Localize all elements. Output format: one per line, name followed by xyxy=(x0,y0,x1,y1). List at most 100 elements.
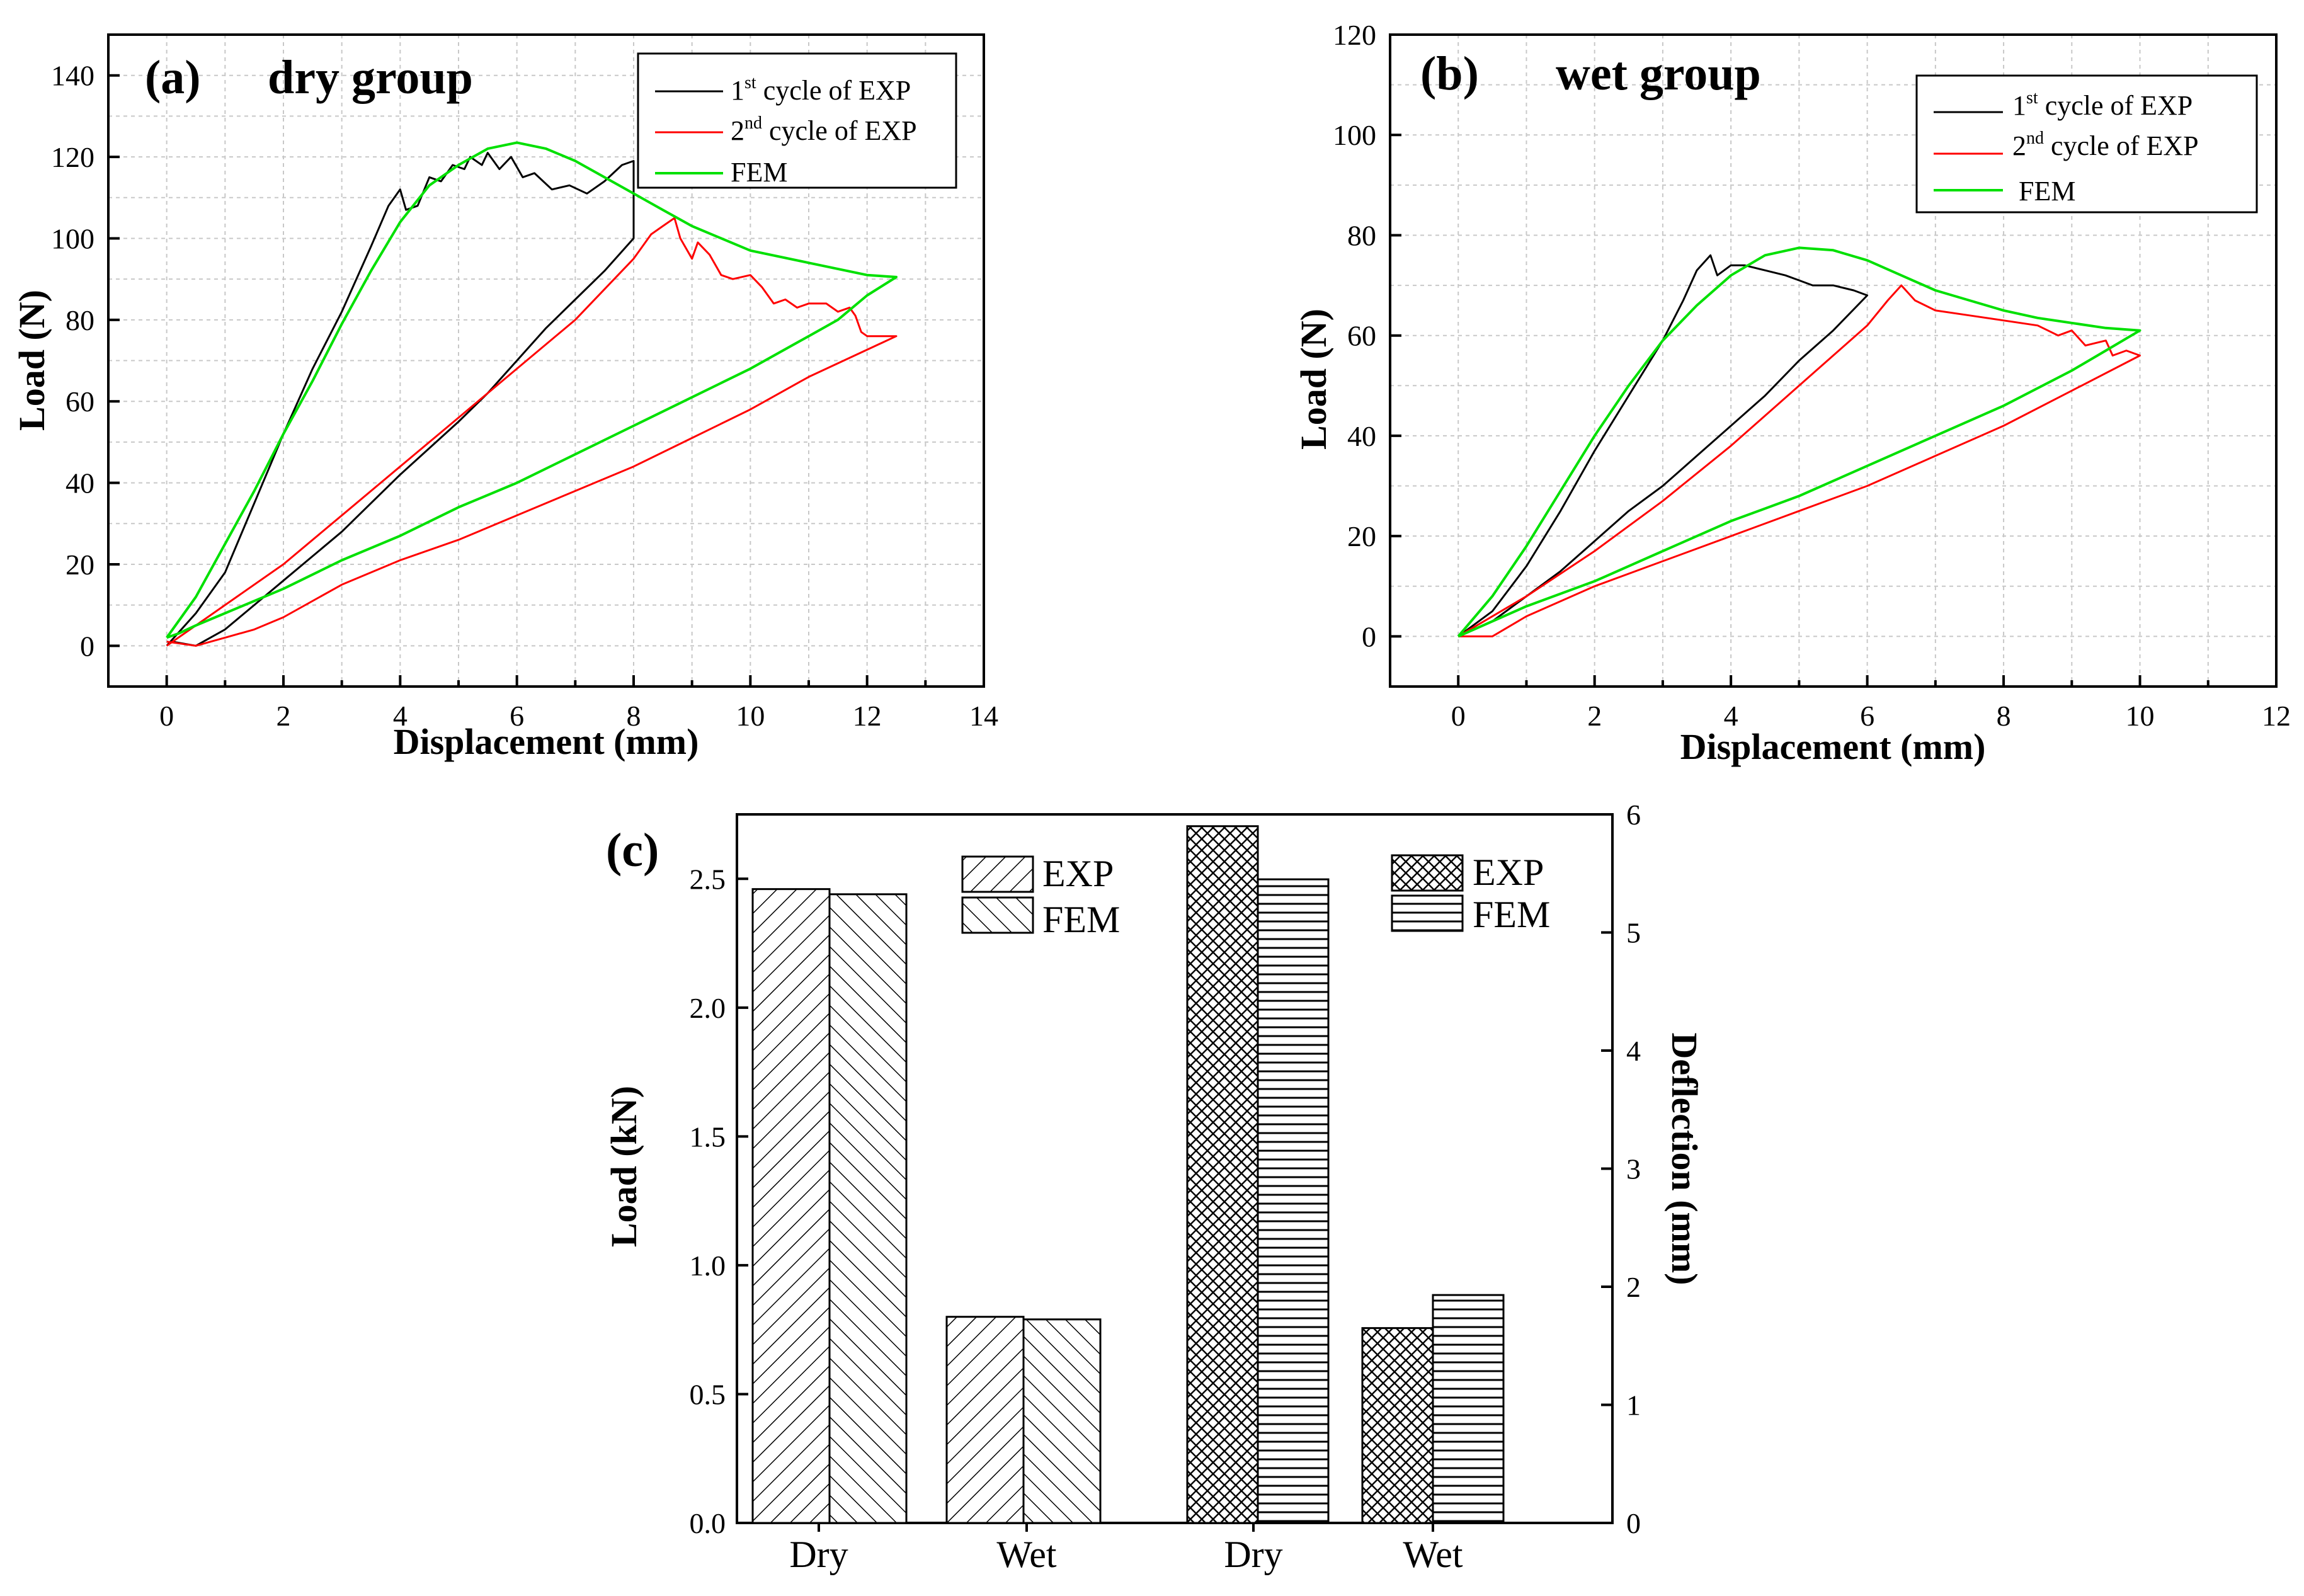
panel-c-bars xyxy=(751,825,1505,1524)
panel-c-legend-left: EXP FEM xyxy=(961,853,1120,940)
panel-b-legend-label-2: 2nd cycle of EXP xyxy=(2012,128,2199,161)
left-y-tick-label: 1.0 xyxy=(690,1250,726,1282)
x-tick-label: 8 xyxy=(1997,700,2011,732)
panel-b-xtick-labels: 0 2 4 6 8 10 12 xyxy=(1451,700,2291,732)
panel-a-plot-frame xyxy=(107,33,985,688)
panel-b-ticks xyxy=(1389,33,2278,687)
panel-a-legend-box xyxy=(637,52,957,189)
panel-c-legend-right-swatch-fem xyxy=(1391,894,1464,932)
panel-b-legend-label-3: FEM xyxy=(2019,176,2075,207)
y-tick-label: 100 xyxy=(51,222,94,254)
panel-c-ticks xyxy=(737,813,1612,1532)
panel-a-ylabel: Load (N) xyxy=(11,290,52,431)
right-y-tick-label: 6 xyxy=(1626,799,1641,831)
x-tick-label: 4 xyxy=(1724,700,1738,732)
bar-dry-exp xyxy=(1186,825,1259,1524)
y-tick-label: 80 xyxy=(1347,219,1376,251)
y-tick-label: 0 xyxy=(1362,620,1376,653)
category-label: Dry xyxy=(1224,1534,1282,1575)
panel-c-right-ylabel: Deflection (mm) xyxy=(1664,1033,1705,1285)
x-tick-label: 4 xyxy=(393,700,408,732)
panel-a: 0 2 4 6 8 10 12 14 0 20 40 60 80 100 120 140 (a) dry g… xyxy=(11,33,998,762)
panel-a-lines xyxy=(166,141,898,647)
panel-b-xlabel: Displacement (mm) xyxy=(1680,726,1986,767)
right-y-tick-label: 1 xyxy=(1626,1389,1641,1422)
x-tick-label: 12 xyxy=(853,700,882,732)
panel-a-legend-label-2: 2nd cycle of EXP xyxy=(731,113,917,146)
panel-c-legend-right-exp: EXP xyxy=(1473,852,1544,893)
panel-a-ticks xyxy=(107,74,985,687)
x-tick-label: 6 xyxy=(1860,700,1874,732)
y-tick-label: 0 xyxy=(80,630,94,662)
y-tick-label: 120 xyxy=(1333,19,1376,51)
x-tick-label: 0 xyxy=(1451,700,1466,732)
right-y-tick-label: 2 xyxy=(1626,1271,1641,1303)
panel-a-legend: 1st cycle of EXP 2nd cycle of EXP FEM xyxy=(637,52,957,189)
series-line-1 xyxy=(1457,254,1869,637)
x-tick-label: 10 xyxy=(2126,700,2155,732)
left-y-tick-label: 0.0 xyxy=(690,1507,726,1539)
panel-c-legend-right-fem: FEM xyxy=(1473,894,1550,935)
right-y-tick-label: 3 xyxy=(1626,1153,1641,1185)
right-y-tick-label: 0 xyxy=(1626,1507,1641,1539)
y-tick-label: 60 xyxy=(1347,320,1376,352)
panel-c-left-ytick-labels: 0.0 0.5 1.0 1.5 2.0 2.5 xyxy=(690,863,726,1539)
x-tick-label: 0 xyxy=(159,700,174,732)
series-line-2 xyxy=(1457,284,2141,637)
bar-wet-exp xyxy=(1361,1327,1434,1524)
x-tick-label: 14 xyxy=(969,700,998,732)
series-line-2 xyxy=(166,217,898,647)
y-tick-label: 100 xyxy=(1333,119,1376,151)
y-tick-label: 40 xyxy=(66,467,94,499)
panel-c-legend-left-exp: EXP xyxy=(1042,853,1114,894)
series-line-1 xyxy=(166,152,635,647)
panel-c-label: (c) xyxy=(606,824,659,877)
y-tick-label: 60 xyxy=(66,385,94,418)
panel-c-right-ytick-labels: 0 1 2 3 4 5 6 xyxy=(1626,799,1641,1539)
right-y-tick-label: 4 xyxy=(1626,1035,1641,1067)
panel-b-ylabel: Load (N) xyxy=(1293,309,1334,450)
bar-dry-fem xyxy=(828,893,908,1524)
left-y-tick-label: 0.5 xyxy=(690,1378,726,1410)
panel-b-lines xyxy=(1457,246,2141,638)
x-tick-label: 10 xyxy=(736,700,765,732)
category-label: Dry xyxy=(789,1534,848,1575)
panel-a-xtick-labels: 0 2 4 6 8 10 12 14 xyxy=(159,700,998,732)
panel-a-xlabel: Displacement (mm) xyxy=(394,721,699,762)
bar-dry-exp xyxy=(751,888,831,1524)
panel-c-legend-left-swatch-fem xyxy=(961,896,1034,934)
series-line-3 xyxy=(1457,246,2141,638)
panel-c-legend-right: EXP FEM xyxy=(1391,852,1550,935)
panel-c-legend-left-fem: FEM xyxy=(1042,899,1120,940)
x-tick-label: 2 xyxy=(277,700,291,732)
x-tick-label: 2 xyxy=(1587,700,1602,732)
panel-c-legend-right-swatch-exp xyxy=(1391,854,1464,892)
y-tick-label: 20 xyxy=(66,549,94,581)
panel-a-title: dry group xyxy=(268,51,473,104)
category-label: Wet xyxy=(996,1534,1056,1575)
right-y-tick-label: 5 xyxy=(1626,917,1641,949)
bar-dry-fem xyxy=(1257,878,1330,1524)
x-tick-label: 12 xyxy=(2262,700,2291,732)
bar-wet-fem xyxy=(1022,1318,1102,1524)
panel-b-ytick-labels: 0 20 40 60 80 100 120 xyxy=(1333,19,1376,653)
panel-b-label: (b) xyxy=(1420,47,1479,100)
panel-a-legend-label-1: 1st cycle of EXP xyxy=(731,73,911,106)
left-y-tick-label: 2.5 xyxy=(690,863,726,895)
left-y-tick-label: 2.0 xyxy=(690,992,726,1024)
left-y-tick-label: 1.5 xyxy=(690,1120,726,1153)
x-tick-label: 6 xyxy=(510,700,524,732)
panel-b-plot-frame xyxy=(1389,33,2278,688)
y-tick-label: 80 xyxy=(66,304,94,336)
panel-a-ytick-labels: 0 20 40 60 80 100 120 140 xyxy=(51,60,94,663)
y-tick-label: 120 xyxy=(51,141,94,173)
panel-b-legend: 1st cycle of EXP 2nd cycle of EXP FEM xyxy=(1915,74,2258,214)
bar-wet-fem xyxy=(1432,1294,1505,1524)
panel-a-legend-label-3: FEM xyxy=(731,157,787,188)
panel-b-title: wet group xyxy=(1556,47,1761,100)
y-tick-label: 40 xyxy=(1347,420,1376,452)
category-label: Wet xyxy=(1403,1534,1463,1575)
